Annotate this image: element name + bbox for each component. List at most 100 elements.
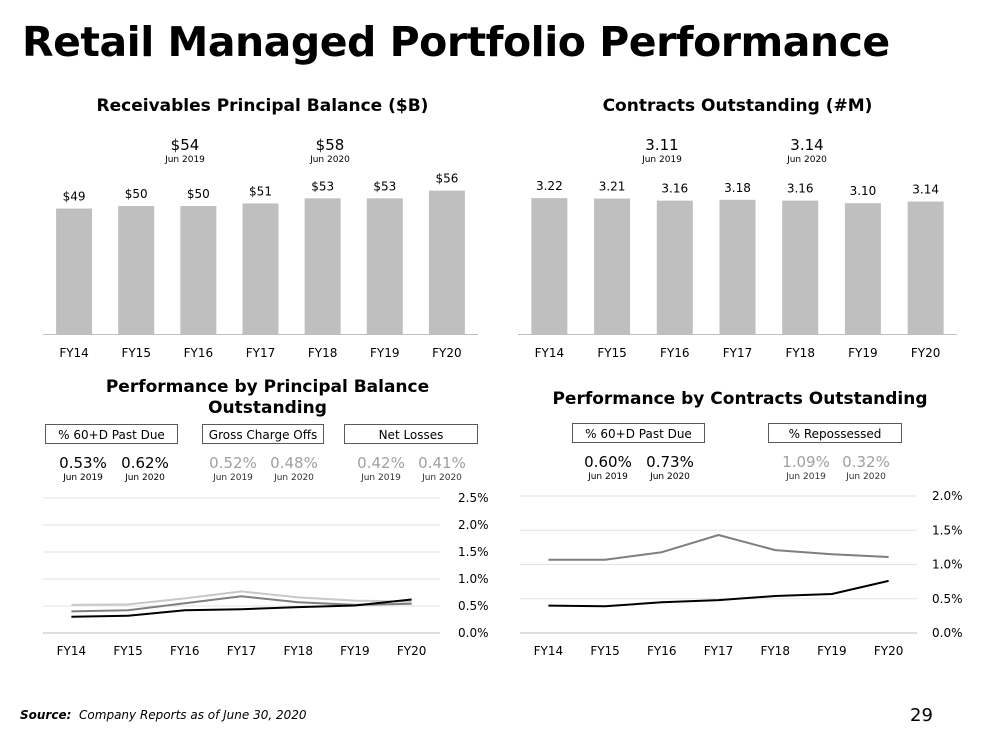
y-tick-label: 0.0% [458, 626, 489, 640]
callout-value: 3.11 [645, 136, 679, 154]
stat-date: Jun 2020 [650, 472, 690, 482]
series-line [548, 579, 889, 608]
receivables-callout-2019: $54 Jun 2019 [145, 136, 225, 166]
x-tick-label: FY15 [590, 644, 620, 658]
x-tick-label: FY15 [121, 346, 151, 360]
bar [180, 206, 217, 334]
x-tick-label: FY16 [660, 346, 690, 360]
stat-date: Jun 2019 [588, 472, 628, 482]
stat-date: Jun 2019 [786, 472, 826, 482]
data-label: 3.16 [787, 182, 814, 196]
source-note: Source: Company Reports as of June 30, 2… [20, 708, 307, 722]
x-tick-label: FY16 [184, 346, 214, 360]
series-line [71, 598, 412, 618]
stat-value: 0.42% [357, 454, 405, 472]
page-title: Retail Managed Portfolio Performance [22, 18, 890, 66]
x-tick-label: FY14 [534, 644, 564, 658]
stat-value: 0.60% [584, 453, 632, 471]
data-label: $50 [125, 187, 148, 201]
bar [907, 201, 944, 334]
bar [304, 198, 341, 334]
stat-date: Jun 2020 [846, 472, 886, 482]
contracts-past-due-stat-2019: 0.60% Jun 2019 [578, 453, 638, 483]
receivables-chart-title: Receivables Principal Balance ($B) [96, 96, 429, 116]
stat-date: Jun 2020 [422, 473, 462, 483]
past-due-stat-2020: 0.62% Jun 2020 [115, 454, 175, 484]
stat-date: Jun 2019 [63, 473, 103, 483]
bar [242, 203, 279, 334]
data-label: 3.16 [661, 182, 688, 196]
source-text: Company Reports as of June 30, 2020 [79, 708, 307, 722]
perf-balance-chart-title: Performance by Principal Balance Outstan… [105, 377, 430, 418]
y-tick-label: 2.5% [458, 491, 489, 505]
net-losses-stat-2020: 0.41% Jun 2020 [412, 454, 472, 484]
x-tick-label: FY15 [597, 346, 627, 360]
stat-value: 0.41% [418, 454, 466, 472]
x-tick-label: FY19 [848, 346, 878, 360]
contracts-callout-2020: 3.14 Jun 2020 [767, 136, 847, 166]
stat-value: 0.62% [121, 454, 169, 472]
data-label: $50 [187, 187, 210, 201]
stat-date: Jun 2020 [274, 473, 314, 483]
x-tick-label: FY17 [723, 346, 753, 360]
callout-date: Jun 2019 [165, 155, 205, 165]
bar [531, 198, 568, 334]
x-tick-label: FY18 [785, 346, 815, 360]
perf-contracts-chart-title: Performance by Contracts Outstanding [552, 389, 928, 409]
callout-date: Jun 2019 [642, 155, 682, 165]
contracts-callout-2019: 3.11 Jun 2019 [622, 136, 702, 166]
x-tick-label: FY20 [874, 644, 904, 658]
data-label: 3.18 [724, 181, 751, 195]
y-tick-label: 1.5% [458, 545, 489, 559]
bar [366, 198, 403, 334]
gross-charge-offs-box: Gross Charge Offs [202, 424, 324, 444]
data-label: 3.14 [912, 182, 939, 196]
data-label: $53 [311, 179, 334, 193]
contracts-past-due-box: % 60+D Past Due [572, 423, 705, 443]
bar [56, 208, 93, 334]
x-tick-label: FY15 [113, 644, 143, 658]
bar [844, 203, 881, 334]
stat-date: Jun 2020 [125, 473, 165, 483]
data-label: $49 [63, 190, 86, 204]
x-tick-label: FY20 [397, 644, 427, 658]
x-tick-label: FY17 [227, 644, 257, 658]
contracts-chart-title: Contracts Outstanding (#M) [602, 96, 873, 116]
data-label: 3.10 [850, 184, 877, 198]
x-tick-label: FY14 [57, 644, 87, 658]
bar [428, 190, 465, 334]
contracts-past-due-stat-2020: 0.73% Jun 2020 [640, 453, 700, 483]
past-due-box: % 60+D Past Due [45, 424, 178, 444]
source-label: Source: [20, 708, 72, 722]
past-due-stat-2019: 0.53% Jun 2019 [53, 454, 113, 484]
x-tick-label: FY19 [340, 644, 370, 658]
x-tick-label: FY16 [170, 644, 200, 658]
data-label: 3.21 [599, 180, 626, 194]
stat-value: 0.52% [209, 454, 257, 472]
stat-value: 0.53% [59, 454, 107, 472]
page-number: 29 [910, 705, 933, 726]
stat-value: 1.09% [782, 453, 830, 471]
stat-date: Jun 2019 [213, 473, 253, 483]
series-line [71, 590, 412, 606]
stat-value: 0.32% [842, 453, 890, 471]
x-tick-label: FY17 [246, 346, 276, 360]
bar [656, 200, 693, 334]
data-label: $51 [249, 184, 272, 198]
repossessed-stat-2020: 0.32% Jun 2020 [836, 453, 896, 483]
data-label: $53 [373, 179, 396, 193]
y-tick-label: 0.0% [932, 626, 963, 640]
y-tick-label: 1.5% [932, 523, 963, 537]
callout-date: Jun 2020 [787, 155, 827, 165]
x-tick-label: FY20 [911, 346, 941, 360]
repossessed-stat-2019: 1.09% Jun 2019 [776, 453, 836, 483]
x-tick-label: FY16 [647, 644, 677, 658]
data-label: 3.22 [536, 179, 563, 193]
x-tick-label: FY14 [59, 346, 89, 360]
x-tick-label: FY20 [432, 346, 462, 360]
callout-value: $54 [170, 136, 200, 154]
bar [719, 199, 756, 334]
series-line [548, 534, 889, 561]
stat-value: 0.73% [646, 453, 694, 471]
